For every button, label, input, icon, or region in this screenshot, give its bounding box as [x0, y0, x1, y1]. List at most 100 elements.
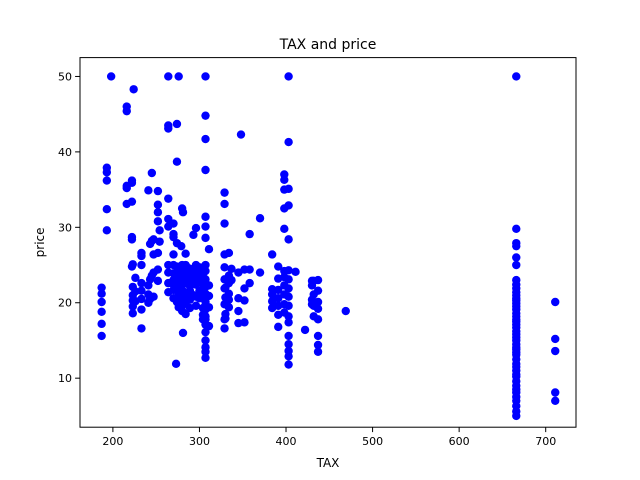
- data-point: [224, 303, 234, 312]
- data-point: [201, 134, 210, 144]
- data-point: [300, 325, 310, 335]
- data-point: [172, 119, 182, 129]
- x-tick-label: 500: [362, 435, 383, 448]
- data-point: [274, 322, 283, 332]
- data-point: [149, 292, 158, 301]
- y-axis-ticks: 10 20 30 40 50: [58, 70, 80, 385]
- data-point: [97, 297, 106, 307]
- data-point: [181, 249, 190, 258]
- data-point: [102, 205, 112, 214]
- data-points: [97, 72, 560, 421]
- data-point: [201, 212, 210, 221]
- x-tick-label: 600: [449, 435, 470, 448]
- data-point: [153, 265, 163, 274]
- data-point: [169, 229, 178, 239]
- data-point: [220, 263, 229, 272]
- data-point: [274, 285, 283, 295]
- data-point: [512, 224, 521, 234]
- data-point: [153, 248, 163, 258]
- data-point: [204, 321, 214, 331]
- data-point: [284, 275, 293, 284]
- data-point: [512, 253, 521, 262]
- data-point: [313, 340, 323, 350]
- data-point: [224, 295, 234, 304]
- data-point: [245, 229, 254, 239]
- data-point: [153, 208, 163, 217]
- data-point: [155, 237, 164, 246]
- data-point: [102, 176, 112, 185]
- data-point: [512, 72, 521, 81]
- data-point: [178, 208, 188, 217]
- data-point: [284, 301, 293, 310]
- data-point: [189, 230, 198, 240]
- data-point: [155, 226, 164, 235]
- data-point: [201, 353, 210, 363]
- x-axis-label: TAX: [316, 456, 340, 470]
- chart-title: TAX and price: [279, 37, 377, 53]
- data-point: [204, 291, 214, 301]
- data-point: [313, 347, 323, 356]
- data-point: [164, 124, 173, 133]
- data-point: [313, 331, 323, 341]
- y-axis-label: price: [33, 227, 47, 257]
- data-point: [204, 281, 214, 290]
- data-point: [171, 359, 181, 369]
- y-tick-label: 40: [58, 146, 72, 159]
- data-point: [178, 328, 188, 338]
- data-point: [240, 318, 249, 327]
- data-point: [201, 111, 210, 120]
- data-point: [122, 102, 131, 111]
- data-point: [201, 260, 210, 270]
- data-point: [220, 219, 229, 228]
- data-point: [128, 260, 137, 269]
- data-point: [220, 199, 229, 209]
- data-point: [177, 241, 186, 251]
- data-point: [245, 265, 254, 274]
- data-point: [144, 186, 153, 195]
- data-point: [204, 244, 214, 254]
- data-point: [97, 289, 106, 298]
- data-point: [137, 286, 146, 295]
- data-point: [291, 267, 300, 277]
- data-point: [284, 340, 293, 349]
- data-point: [137, 324, 146, 333]
- data-point: [128, 309, 137, 318]
- data-point: [551, 388, 560, 397]
- data-point: [127, 232, 137, 242]
- data-point: [102, 226, 112, 235]
- data-point: [274, 294, 283, 303]
- data-point: [102, 163, 112, 172]
- data-point: [255, 268, 265, 277]
- data-point: [284, 235, 293, 244]
- data-point: [153, 276, 163, 286]
- x-tick-label: 400: [276, 435, 297, 448]
- data-point: [284, 292, 293, 301]
- data-point: [284, 360, 293, 369]
- data-point: [313, 286, 323, 295]
- data-point: [129, 85, 138, 94]
- data-point: [313, 304, 323, 313]
- data-point: [153, 217, 163, 226]
- data-point: [204, 303, 214, 312]
- data-point: [284, 201, 293, 210]
- data-point: [284, 184, 293, 194]
- x-tick-label: 200: [102, 435, 123, 448]
- data-point: [164, 72, 173, 81]
- data-point: [284, 318, 293, 327]
- data-point: [220, 188, 229, 197]
- data-point: [551, 297, 560, 307]
- y-tick-label: 20: [58, 297, 72, 310]
- data-point: [153, 186, 163, 196]
- data-point: [240, 284, 249, 293]
- data-point: [169, 250, 178, 259]
- data-point: [227, 264, 236, 273]
- x-tick-label: 700: [535, 435, 556, 448]
- data-point: [201, 336, 210, 345]
- data-point: [255, 214, 265, 223]
- data-point: [267, 250, 277, 259]
- data-point: [201, 312, 210, 321]
- data-point: [191, 301, 201, 310]
- data-point: [551, 396, 560, 405]
- data-point: [137, 305, 146, 314]
- data-point: [201, 233, 210, 243]
